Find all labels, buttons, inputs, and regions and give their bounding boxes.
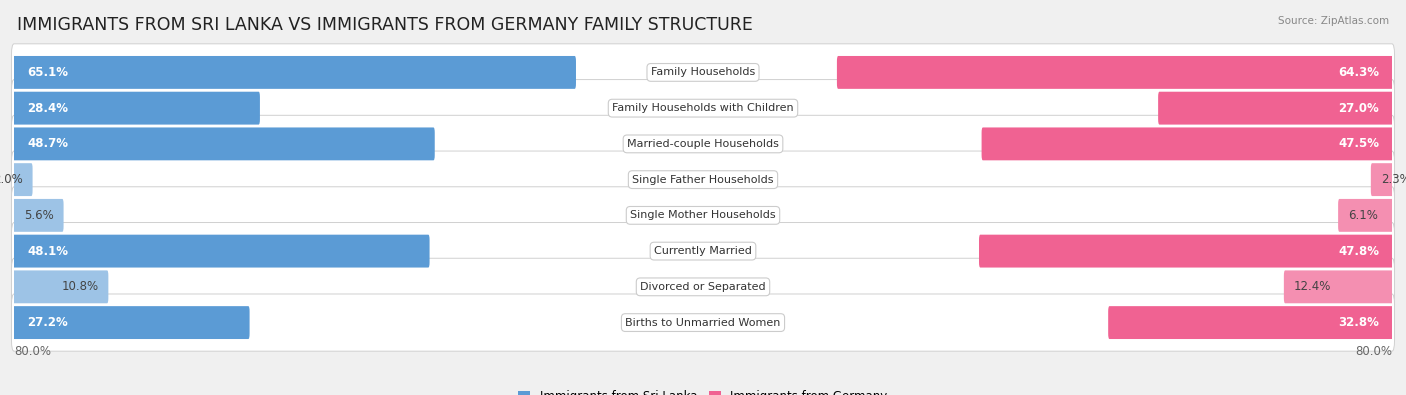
FancyBboxPatch shape — [13, 163, 32, 196]
FancyBboxPatch shape — [1108, 306, 1393, 339]
Text: 10.8%: 10.8% — [62, 280, 98, 293]
Text: 65.1%: 65.1% — [27, 66, 67, 79]
FancyBboxPatch shape — [13, 199, 63, 232]
Text: 48.7%: 48.7% — [27, 137, 67, 150]
Text: 12.4%: 12.4% — [1294, 280, 1331, 293]
Text: 64.3%: 64.3% — [1339, 66, 1379, 79]
FancyBboxPatch shape — [1339, 199, 1393, 232]
FancyBboxPatch shape — [11, 258, 1395, 316]
Text: 32.8%: 32.8% — [1339, 316, 1379, 329]
Text: Single Mother Households: Single Mother Households — [630, 211, 776, 220]
Text: IMMIGRANTS FROM SRI LANKA VS IMMIGRANTS FROM GERMANY FAMILY STRUCTURE: IMMIGRANTS FROM SRI LANKA VS IMMIGRANTS … — [17, 16, 752, 34]
Text: 5.6%: 5.6% — [24, 209, 53, 222]
FancyBboxPatch shape — [11, 79, 1395, 137]
Text: 47.5%: 47.5% — [1339, 137, 1379, 150]
Text: 47.8%: 47.8% — [1339, 245, 1379, 258]
FancyBboxPatch shape — [11, 44, 1395, 101]
Text: Married-couple Households: Married-couple Households — [627, 139, 779, 149]
FancyBboxPatch shape — [11, 151, 1395, 208]
FancyBboxPatch shape — [11, 222, 1395, 280]
Text: Family Households: Family Households — [651, 68, 755, 77]
FancyBboxPatch shape — [13, 92, 260, 124]
Text: Single Father Households: Single Father Households — [633, 175, 773, 184]
FancyBboxPatch shape — [13, 128, 434, 160]
Text: Source: ZipAtlas.com: Source: ZipAtlas.com — [1278, 16, 1389, 26]
Text: 80.0%: 80.0% — [1355, 345, 1392, 358]
FancyBboxPatch shape — [1284, 271, 1393, 303]
Text: 2.3%: 2.3% — [1381, 173, 1406, 186]
FancyBboxPatch shape — [13, 271, 108, 303]
FancyBboxPatch shape — [11, 187, 1395, 244]
FancyBboxPatch shape — [1371, 163, 1393, 196]
Text: 48.1%: 48.1% — [27, 245, 67, 258]
FancyBboxPatch shape — [13, 56, 576, 89]
FancyBboxPatch shape — [1159, 92, 1393, 124]
Text: 6.1%: 6.1% — [1348, 209, 1378, 222]
Text: 27.2%: 27.2% — [27, 316, 67, 329]
FancyBboxPatch shape — [13, 235, 430, 267]
FancyBboxPatch shape — [11, 115, 1395, 173]
Text: Divorced or Separated: Divorced or Separated — [640, 282, 766, 292]
Legend: Immigrants from Sri Lanka, Immigrants from Germany: Immigrants from Sri Lanka, Immigrants fr… — [513, 385, 893, 395]
Text: 27.0%: 27.0% — [1339, 102, 1379, 115]
Text: 2.0%: 2.0% — [0, 173, 22, 186]
Text: Births to Unmarried Women: Births to Unmarried Women — [626, 318, 780, 327]
FancyBboxPatch shape — [981, 128, 1393, 160]
FancyBboxPatch shape — [837, 56, 1393, 89]
Text: Family Households with Children: Family Households with Children — [612, 103, 794, 113]
FancyBboxPatch shape — [979, 235, 1393, 267]
FancyBboxPatch shape — [11, 294, 1395, 351]
Text: Currently Married: Currently Married — [654, 246, 752, 256]
Text: 28.4%: 28.4% — [27, 102, 67, 115]
Text: 80.0%: 80.0% — [14, 345, 51, 358]
FancyBboxPatch shape — [13, 306, 250, 339]
